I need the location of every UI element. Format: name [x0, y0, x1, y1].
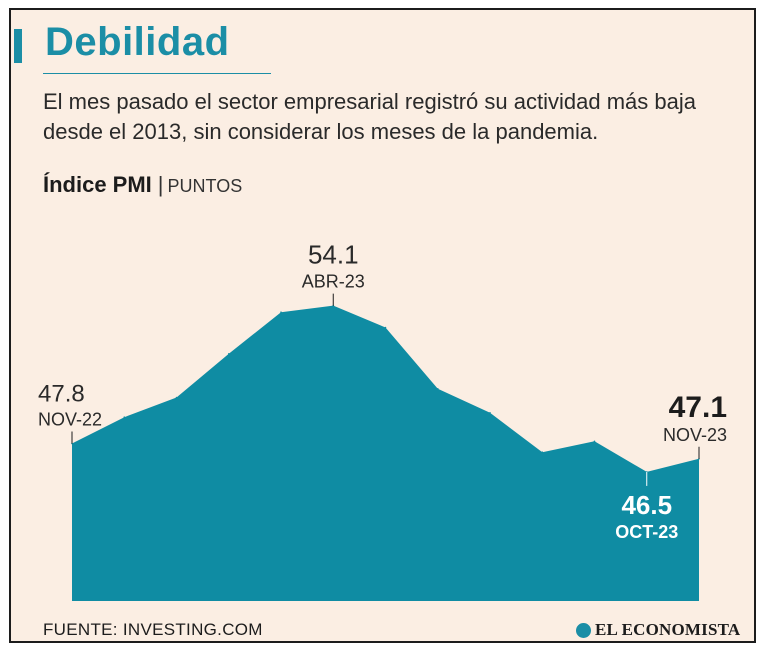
subtitle: El mes pasado el sector empresarial regi…	[43, 89, 696, 144]
publisher-logo: EL ECONOMISTA	[576, 620, 740, 640]
infographic-card: Debilidad El mes pasado el sector empres…	[9, 8, 756, 643]
logo-text: EL ECONOMISTA	[595, 620, 741, 639]
chart-index-name: Índice PMI	[43, 172, 152, 197]
chart-heading: Índice PMI | PUNTOS	[43, 172, 242, 198]
annotation-label-oct-23: OCT-23	[615, 522, 678, 542]
data-point-mar-23	[280, 311, 282, 314]
title-accent-bar	[14, 29, 22, 63]
heading-separator: |	[157, 172, 164, 197]
logo-icon	[576, 622, 591, 638]
data-point-ene-23	[175, 396, 178, 399]
data-point-may-23	[384, 326, 387, 329]
annotation-label-nov-23: NOV-23	[663, 425, 727, 445]
source-note: FUENTE: INVESTING.COM	[43, 620, 263, 639]
data-point-jun-23	[437, 388, 439, 390]
annotation-label-nov-22: NOV-22	[38, 409, 102, 429]
data-point-jul-23	[489, 412, 491, 414]
chart-unit: PUNTOS	[167, 176, 243, 196]
title-underline	[43, 73, 271, 74]
data-point-feb-23	[228, 353, 230, 355]
data-point-dic-22	[123, 416, 126, 419]
annotation-label-abr-23: ABR-23	[302, 272, 365, 292]
data-point-ago-23	[541, 451, 544, 454]
annotation-value-oct-23: 46.5	[621, 490, 672, 520]
page-title: Debilidad	[45, 20, 230, 64]
pmi-area	[72, 305, 699, 601]
annotation-value-abr-23: 54.1	[308, 240, 359, 270]
annotation-value-nov-23: 47.1	[669, 391, 727, 424]
data-point-sep-23	[593, 440, 596, 443]
annotation-value-nov-22: 47.8	[38, 380, 85, 407]
